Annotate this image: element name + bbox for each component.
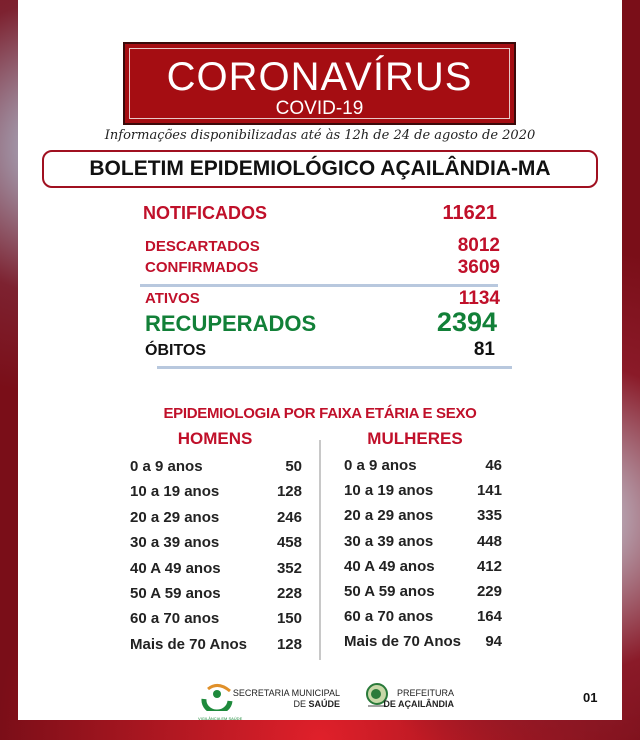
prefeitura-label: PREFEITURA DE AÇAILÂNDIA bbox=[383, 688, 454, 710]
divider bbox=[140, 284, 498, 287]
vigilancia-logo: VIGILÂNCIA EM SAÚDE bbox=[198, 681, 243, 721]
active-label: ATIVOS bbox=[145, 290, 200, 307]
age-range-count: 412 bbox=[476, 557, 502, 575]
bulletin-title: BOLETIM EPIDEMIOLÓGICO AÇAILÂNDIA-MA bbox=[42, 150, 598, 188]
age-range-count: 128 bbox=[276, 483, 302, 501]
age-range-label: 30 a 39 anos bbox=[130, 534, 220, 552]
coronavirus-banner: CORONAVÍRUS COVID-19 bbox=[123, 42, 516, 125]
men-heading: HOMENS bbox=[177, 429, 253, 448]
age-range-count: 246 bbox=[276, 508, 302, 526]
column-divider bbox=[319, 440, 321, 660]
prefeitura-line2: DE AÇAILÂNDIA bbox=[383, 699, 454, 709]
recovered-value: 2394 bbox=[436, 307, 497, 337]
age-range-count: 352 bbox=[276, 559, 302, 577]
age-range-label: 40 A 49 anos bbox=[344, 557, 435, 575]
banner-title: CORONAVÍRUS bbox=[166, 55, 473, 99]
notified-label: NOTIFICADOS bbox=[143, 203, 267, 223]
age-range-count: 94 bbox=[485, 633, 502, 651]
age-range-count: 128 bbox=[276, 635, 302, 653]
age-range-label: 10 a 19 anos bbox=[344, 482, 434, 500]
secretaria-label: SECRETARIA MUNICIPAL DE SAÚDE bbox=[233, 688, 340, 710]
notified-value: 11621 bbox=[442, 202, 497, 224]
age-section-title: EPIDEMIOLOGIA POR FAIXA ETÁRIA E SEXO bbox=[163, 405, 477, 422]
confirmed-value: 3609 bbox=[457, 257, 500, 278]
women-heading: MULHERES bbox=[367, 429, 463, 448]
age-range-label: 60 a 70 anos bbox=[344, 608, 434, 626]
age-range-label: Mais de 70 Anos bbox=[130, 635, 247, 653]
active-value: 1134 bbox=[458, 288, 500, 309]
prefeitura-crest-icon bbox=[365, 682, 389, 712]
age-range-label: Mais de 70 Anos bbox=[344, 633, 461, 651]
age-range-count: 335 bbox=[476, 507, 502, 525]
banner-subtitle: COVID-19 bbox=[275, 98, 364, 119]
divider bbox=[157, 366, 512, 369]
age-range-count: 458 bbox=[276, 534, 302, 552]
age-range-label: 60 a 70 anos bbox=[130, 610, 220, 628]
age-range-label: 40 A 49 anos bbox=[130, 559, 221, 577]
age-range-count: 50 bbox=[285, 458, 302, 475]
age-range-label: 50 A 59 anos bbox=[130, 585, 221, 602]
secretaria-line1: SECRETARIA MUNICIPAL bbox=[232, 688, 340, 698]
age-range-label: 30 a 39 anos bbox=[344, 532, 434, 550]
page-number: 01 bbox=[583, 690, 598, 705]
age-range-count: 150 bbox=[276, 610, 302, 628]
discarded-label: DESCARTADOS bbox=[145, 238, 260, 255]
secretaria-line2b: SAÚDE bbox=[308, 699, 340, 709]
age-range-count: 448 bbox=[476, 532, 502, 550]
age-range-count: 229 bbox=[476, 583, 502, 600]
age-range-label: 10 a 19 anos bbox=[130, 483, 220, 501]
age-range-label: 20 a 29 anos bbox=[130, 508, 220, 526]
secretaria-line2a: DE bbox=[293, 699, 309, 709]
deaths-value: 81 bbox=[473, 339, 495, 360]
age-range-count: 228 bbox=[276, 585, 302, 602]
confirmed-label: CONFIRMADOS bbox=[145, 259, 259, 276]
age-range-count: 46 bbox=[485, 457, 502, 474]
age-range-label: 50 A 59 anos bbox=[344, 583, 435, 600]
age-range-label: 0 a 9 anos bbox=[344, 457, 417, 474]
age-range-label: 0 a 9 anos bbox=[130, 458, 203, 475]
age-range-label: 20 a 29 anos bbox=[344, 507, 434, 525]
vigilancia-logo-text: VIGILÂNCIA EM SAÚDE bbox=[198, 716, 243, 721]
info-date: Informações disponibilizadas até às 12h … bbox=[104, 128, 536, 143]
discarded-value: 8012 bbox=[457, 235, 500, 256]
prefeitura-line1: PREFEITURA bbox=[396, 688, 454, 698]
deaths-label: ÓBITOS bbox=[145, 342, 207, 359]
age-range-count: 141 bbox=[476, 482, 502, 500]
age-range-count: 164 bbox=[476, 608, 502, 626]
recovered-label: RECUPERADOS bbox=[145, 311, 317, 336]
